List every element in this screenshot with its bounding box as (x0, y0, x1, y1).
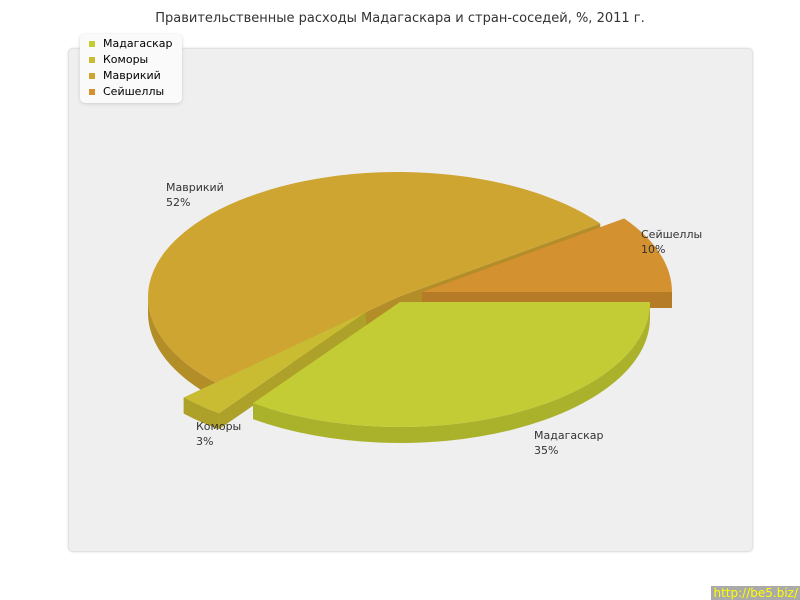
legend-swatch (89, 41, 95, 47)
slice-comoros[interactable] (183, 312, 366, 414)
legend-label: Коморы (103, 53, 149, 66)
chart-title: Правительственные расходы Мадагаскара и … (155, 11, 645, 26)
slice-mauritius[interactable] (148, 172, 601, 383)
slice-side-comoros[interactable] (183, 397, 220, 430)
data-label-comoros: Коморы 3% (196, 420, 242, 448)
legend-swatch (89, 89, 95, 95)
data-label-madagascar: Мадагаскар 35% (534, 429, 604, 457)
data-label-seychelles: Сейшеллы 10% (641, 228, 703, 256)
legend-item-seychelles[interactable]: Сейшеллы (89, 84, 173, 100)
legend-item-comoros[interactable]: Коморы (89, 52, 173, 68)
slice-side-mauritius[interactable] (148, 297, 216, 399)
legend-swatch (89, 57, 95, 63)
data-label-mauritius: Маврикий 52% (166, 181, 224, 209)
slice-seychelles[interactable] (422, 218, 672, 292)
legend-label: Маврикий (103, 69, 161, 82)
slice-madagascar[interactable] (253, 302, 651, 428)
legend-item-madagascar[interactable]: Мадагаскар (89, 36, 173, 52)
legend-label: Мадагаскар (103, 37, 173, 50)
legend-item-mauritius[interactable]: Маврикий (89, 68, 173, 84)
legend-swatch (89, 73, 95, 79)
legend-label: Сейшеллы (103, 85, 165, 98)
credit-link[interactable]: http://be5.biz/ (711, 586, 800, 600)
legend: Мадагаскар Коморы Маврикий Сейшеллы (80, 34, 182, 103)
slice-side-madagascar[interactable] (253, 302, 651, 444)
